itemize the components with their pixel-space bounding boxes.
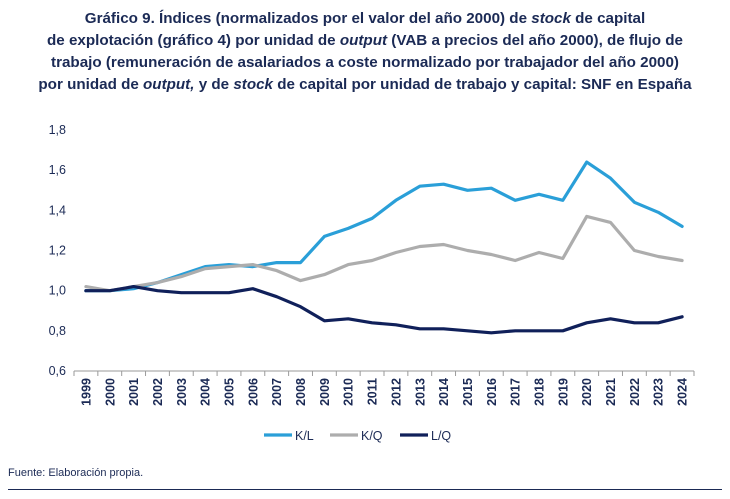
x-tick-label: 2015	[461, 378, 475, 406]
x-tick-label: 2009	[318, 378, 332, 406]
legend-label: K/Q	[361, 429, 383, 443]
legend: K/L K/Q L/Q	[264, 429, 451, 443]
x-tick-label: 2017	[509, 378, 523, 406]
source-note: Fuente: Elaboración propia.	[8, 467, 144, 479]
series-line-k-q	[84, 214, 684, 293]
x-tick-label: 2002	[151, 378, 165, 406]
series-line-l-q	[84, 285, 684, 335]
x-tick-label: 2020	[580, 378, 594, 406]
y-tick-label: 1,4	[49, 203, 66, 217]
x-tick-label: 1999	[79, 378, 93, 406]
x-tick-label: 2013	[413, 378, 427, 406]
x-tick-label: 2019	[556, 378, 570, 406]
x-tick-label: 2004	[199, 378, 213, 406]
x-tick-label: 2011	[366, 378, 380, 405]
x-tick-label: 2016	[485, 378, 499, 406]
x-tick-label: 2006	[246, 378, 260, 406]
legend-label: K/L	[295, 429, 314, 443]
x-tick-label: 2000	[103, 378, 117, 406]
title-line-2: de explotación (gráfico 4) por unidad de…	[47, 32, 683, 49]
y-tick-label: 0,6	[49, 364, 66, 378]
x-tick-label: 2014	[437, 378, 451, 406]
x-tick-label: 2001	[127, 378, 141, 406]
x-tick-label: 2012	[389, 378, 403, 406]
x-axis: 1999 2000 2001 2002 2003 2004 2005 2006 2007 2008…	[73, 370, 695, 406]
title-line-1: Gráfico 9. Índices (normalizados por el …	[84, 10, 646, 27]
y-tick-label: 1,0	[49, 284, 66, 298]
x-tick-label: 2010	[342, 378, 356, 406]
x-tick-label: 2023	[652, 378, 666, 406]
x-tick-label: 2021	[604, 378, 618, 406]
x-tick-label: 2018	[533, 378, 547, 406]
x-tick-label: 2008	[294, 378, 308, 406]
x-tick-label: 2022	[628, 378, 642, 406]
title-line-4: por unidad de output, y de stock de capi…	[38, 76, 692, 93]
y-tick-label: 1,2	[49, 244, 66, 258]
legend-label: L/Q	[431, 429, 451, 443]
x-tick-label: 2003	[175, 378, 189, 406]
x-tick-label: 2005	[223, 378, 237, 406]
chart-title: Gráfico 9. Índices (normalizados por el …	[0, 8, 730, 96]
x-tick-label: 2024	[676, 378, 690, 406]
series-lines	[84, 160, 684, 335]
bottom-divider	[8, 489, 722, 490]
y-tick-label: 1,8	[49, 123, 66, 137]
y-tick-label: 0,8	[49, 324, 66, 338]
title-line-3: trabajo (remuneración de asalariados a c…	[51, 54, 679, 71]
series-line-k-l	[84, 160, 684, 293]
x-tick-label: 2007	[270, 378, 284, 406]
y-tick-label: 1,6	[49, 163, 66, 177]
y-axis: 0,6 0,8 1,0 1,2 1,4 1,6 1,8	[49, 123, 66, 378]
